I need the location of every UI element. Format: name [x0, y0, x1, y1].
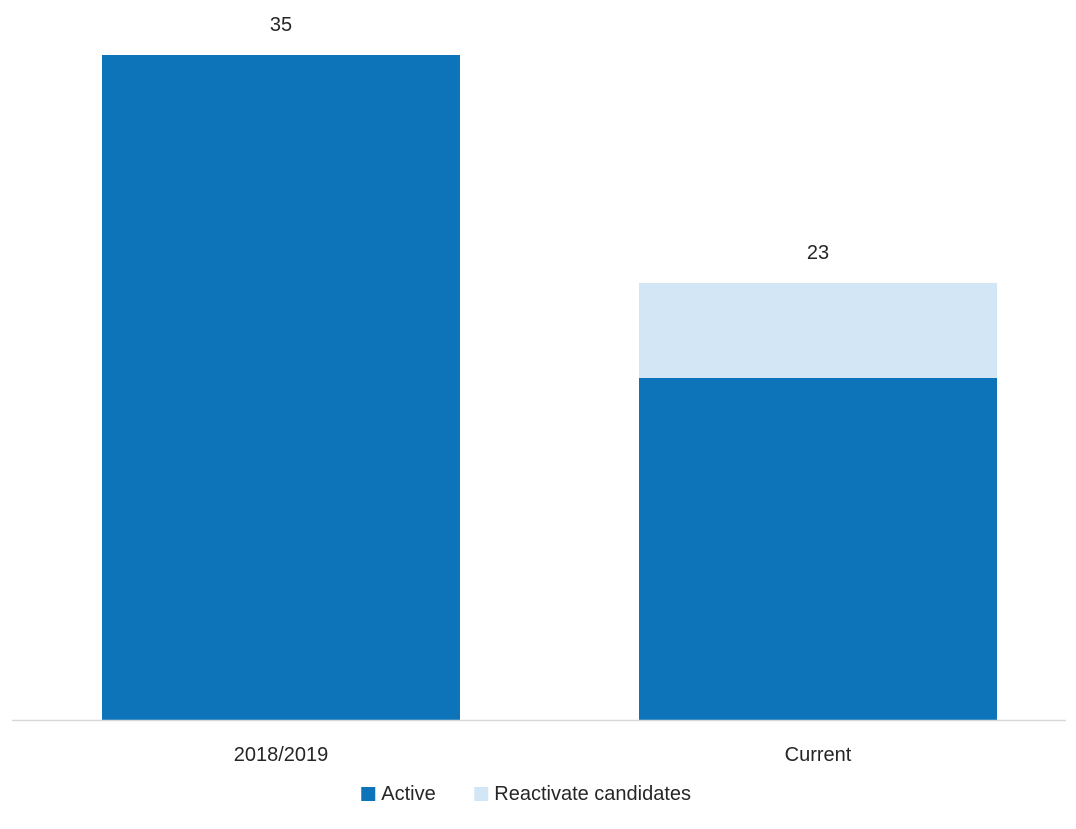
total-labels-layer: 35 23	[270, 14, 829, 264]
legend-label-reactivate-candidates: Reactivate candidates	[494, 783, 691, 805]
x-tick-labels-layer: 2018/2019 Current	[234, 744, 852, 766]
total-label-current: 23	[807, 242, 829, 264]
bar-current-reactivate-candidates	[639, 283, 997, 378]
legend-swatch-reactivate-candidates	[474, 787, 489, 801]
bars-layer	[102, 55, 997, 720]
legend-label-active: Active	[381, 783, 435, 805]
legend-swatch-active	[361, 787, 376, 801]
x-tick-label-2018-2019: 2018/2019	[234, 744, 329, 766]
legend: Active Reactivate candidates	[361, 783, 691, 805]
bar-current-active	[639, 378, 997, 720]
x-tick-label-current: Current	[785, 744, 852, 766]
bar-2018-2019-active	[102, 55, 460, 720]
total-label-2018-2019: 35	[270, 14, 292, 36]
